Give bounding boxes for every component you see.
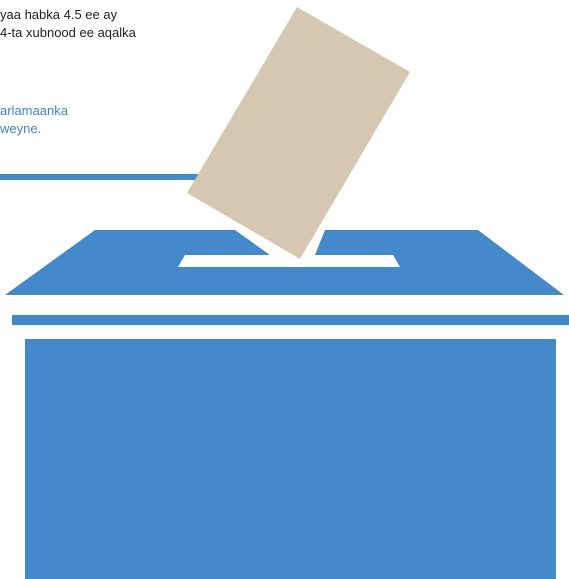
ballot-paper: [187, 7, 410, 259]
ballot-box-lid-left: [5, 230, 564, 295]
caption-line-1: yaa habka 4.5 ee ay: [0, 7, 118, 22]
ballot-box-body: [25, 339, 556, 579]
caption-line-2: 4-ta xubnood ee aqalka: [0, 25, 136, 40]
highlight-line-2: weyne.: [0, 121, 42, 136]
ballot-box-band: [12, 315, 569, 325]
divider-line: [0, 174, 205, 180]
highlight-line-1: arlamaanka: [0, 103, 68, 118]
